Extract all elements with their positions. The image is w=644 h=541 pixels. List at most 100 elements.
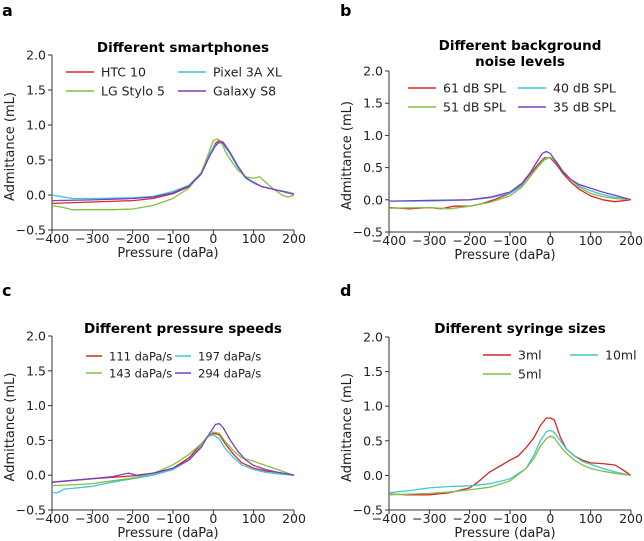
x-tick-label: 0	[209, 231, 217, 246]
y-tick-label: 1.0	[26, 398, 46, 413]
x-tick-label: 200	[619, 233, 643, 248]
legend-label: 111 daPa/s	[109, 350, 172, 364]
legend-item: 3ml	[483, 348, 542, 363]
panel-c: c Different pressure speeds −400 −300 −200 −1…	[2, 281, 306, 541]
y-tick-label: 0.0	[26, 468, 46, 483]
panel-letter: b	[340, 1, 351, 20]
series-line-10ml	[388, 429, 632, 494]
x-tick-label: −200	[452, 511, 486, 526]
x-tick-label: 100	[242, 511, 266, 526]
legend-label: 5ml	[518, 367, 542, 382]
y-tick-label: 1.0	[363, 399, 383, 414]
x-tick-label: 0	[209, 511, 217, 526]
y-tick-label: 0.0	[26, 188, 46, 203]
x-tick-label: 200	[282, 511, 306, 526]
x-axis-label: Pressure (daPa)	[117, 526, 218, 541]
legend-item: 294 daPa/s	[175, 367, 261, 381]
y-tick-label: 1.5	[26, 83, 46, 98]
y-tick-label: −0.5	[353, 503, 383, 518]
y-axis-label: Admittance (mL)	[3, 373, 18, 482]
legend-label: HTC 10	[101, 65, 146, 80]
x-tick-label: −200	[115, 231, 149, 246]
x-tick-label: 100	[579, 233, 603, 248]
y-tick-label: 1.5	[363, 96, 383, 111]
series-line-111-dapa-s	[51, 432, 295, 483]
y-tick-label: 0.0	[363, 192, 383, 207]
legend-item: 40 dB SPL	[518, 81, 616, 96]
y-tick-label: 0.5	[363, 160, 383, 175]
y-tick-label: 0.0	[363, 468, 383, 483]
panel-a: a Different smartphones −400 −300 −200 −100 0 1…	[2, 1, 306, 261]
legend-label: LG Stylo 5	[101, 84, 165, 99]
legend-item: 61 dB SPL	[408, 81, 506, 96]
legend-item: 143 daPa/s	[86, 367, 172, 381]
legend-label: 61 dB SPL	[443, 81, 506, 96]
x-tick-label: −100	[493, 233, 527, 248]
x-tick-label: −300	[75, 511, 109, 526]
y-tick-label: 0.5	[26, 433, 46, 448]
x-axis-label: Pressure (daPa)	[117, 246, 218, 261]
series-line-3ml	[388, 417, 632, 496]
legend-label: 143 daPa/s	[109, 367, 172, 381]
legend-item: Galaxy S8	[178, 84, 276, 99]
y-tick-label: −0.5	[353, 225, 383, 240]
y-tick-label: 1.0	[363, 128, 383, 143]
panel-letter: d	[340, 281, 351, 300]
series-line-51-db-spl	[388, 156, 632, 210]
x-tick-label: −100	[156, 511, 190, 526]
y-tick-label: 2.0	[363, 330, 383, 345]
x-tick-label: −200	[452, 233, 486, 248]
y-axis-label: Admittance (mL)	[3, 92, 18, 201]
y-tick-label: 0.5	[26, 153, 46, 168]
x-tick-label: −400	[35, 231, 69, 246]
legend-item: 111 daPa/s	[86, 350, 172, 364]
panel-d: d Different syringe sizes −400 −300 −200 −100…	[340, 281, 643, 541]
x-tick-label: 100	[579, 511, 603, 526]
x-tick-label: −300	[75, 231, 109, 246]
legend-item: HTC 10	[66, 65, 146, 80]
legend-item: 10ml	[570, 348, 637, 363]
legend-item: LG Stylo 5	[66, 84, 165, 99]
x-tick-label: −400	[35, 511, 69, 526]
legend-label: Pixel 3A XL	[213, 65, 282, 80]
y-tick-label: 1.0	[26, 118, 46, 133]
x-tick-label: −300	[412, 233, 446, 248]
legend-label: 10ml	[605, 348, 637, 363]
chart-title: Different pressure speeds	[84, 321, 282, 337]
series-line-galaxy-s8	[51, 141, 295, 202]
legend-item: 197 daPa/s	[175, 350, 261, 364]
y-tick-label: 1.5	[26, 363, 46, 378]
panel-letter: c	[2, 281, 11, 300]
legend-item: 35 dB SPL	[518, 100, 616, 115]
legend-item: Pixel 3A XL	[178, 65, 282, 80]
legend-label: 35 dB SPL	[553, 100, 616, 115]
series-line-5ml	[388, 435, 632, 496]
legend-label: 294 daPa/s	[198, 367, 261, 381]
y-axis-label: Admittance (mL)	[340, 101, 355, 210]
x-tick-label: −400	[372, 233, 406, 248]
legend-item: 51 dB SPL	[408, 100, 506, 115]
chart-title: Different smartphones	[97, 40, 269, 56]
series-line-197-dapa-s	[52, 434, 295, 494]
series-line-35-db-spl	[388, 150, 632, 202]
series-line-61-db-spl	[388, 157, 632, 210]
chart-title: Different syringe sizes	[434, 321, 605, 337]
y-tick-label: −0.5	[16, 223, 46, 238]
y-tick-label: 2.0	[363, 64, 383, 79]
legend: 111 daPa/s 197 daPa/s 143 daPa/s 294 daPa/s	[86, 350, 261, 381]
legend: HTC 10 Pixel 3A XL LG Stylo 5 Galaxy S8	[66, 65, 282, 99]
y-tick-label: 2.0	[26, 48, 46, 63]
x-tick-label: −400	[372, 511, 406, 526]
legend: 61 dB SPL 40 dB SPL 51 dB SPL 35 dB SPL	[408, 81, 616, 115]
series-line-143-dapa-s	[51, 431, 295, 487]
y-tick-label: 1.5	[363, 364, 383, 379]
legend-item: 5ml	[483, 367, 542, 382]
panel-letter: a	[2, 1, 13, 20]
series-line-htc-10	[51, 139, 295, 205]
x-tick-label: −100	[156, 231, 190, 246]
x-tick-label: −300	[412, 511, 446, 526]
series-line-lg-stylo-5	[51, 138, 295, 211]
legend-label: 40 dB SPL	[553, 81, 616, 96]
